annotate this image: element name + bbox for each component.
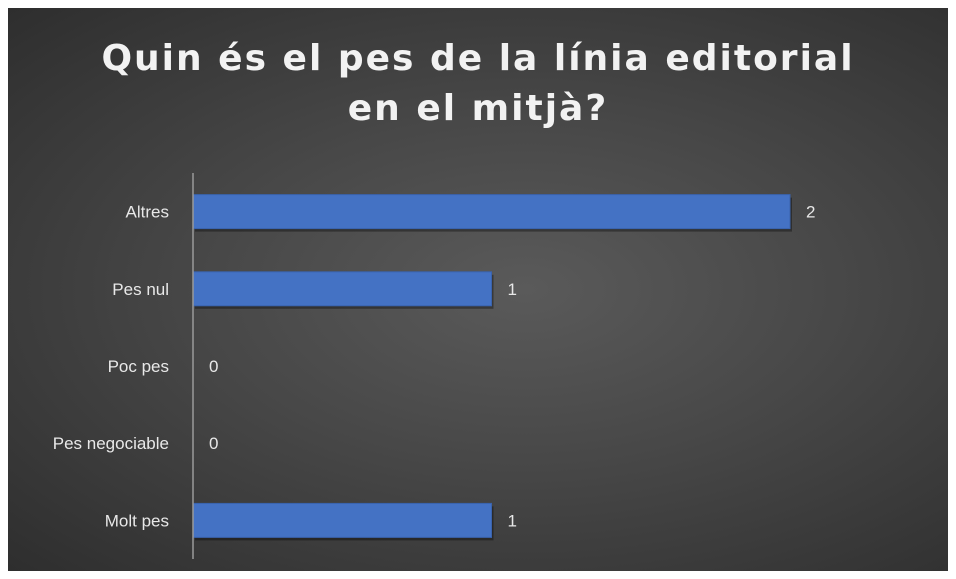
data-label: 0: [209, 434, 218, 453]
category-label: Altres: [126, 203, 169, 222]
chart-area: Quin és el pes de la línia editorial en …: [8, 8, 948, 571]
data-label: 1: [508, 280, 517, 299]
category-label: Molt pes: [105, 511, 169, 530]
data-label: 2: [806, 203, 815, 222]
category-label: Pes negociable: [53, 434, 169, 453]
bar-molt-pes: [193, 503, 492, 537]
category-label: Pes nul: [112, 280, 169, 299]
bar-altres: [193, 195, 790, 229]
data-label: 1: [508, 511, 517, 530]
chart-plot: Altres 2 Pes nul 1 Poc pes 0 Pes negociable 0 Mo…: [8, 8, 948, 571]
bar-pes-nul: [193, 272, 492, 306]
data-label: 0: [209, 357, 218, 376]
category-label: Poc pes: [108, 357, 169, 376]
